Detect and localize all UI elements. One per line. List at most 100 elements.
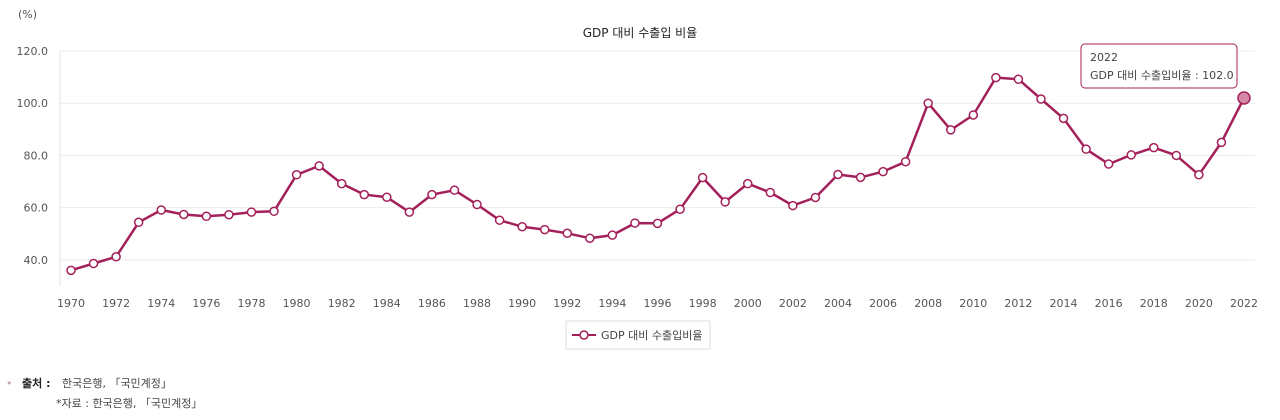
x-axis: 1970 1972 1974 1976 1978 1980 1982 1984 1986 1988…: [57, 297, 1258, 310]
data-point[interactable]: [539, 224, 550, 235]
x-tick-label: 2020: [1185, 297, 1213, 310]
tooltip-year: 2022: [1090, 51, 1118, 64]
legend-label: GDP 대비 수출입비율: [601, 329, 702, 342]
data-point[interactable]: [946, 125, 956, 135]
x-tick-label: 1980: [283, 297, 311, 310]
data-point[interactable]: [314, 161, 324, 171]
data-point[interactable]: [246, 207, 257, 217]
y-tick-label: 60.0: [24, 202, 49, 215]
data-point[interactable]: [179, 209, 189, 220]
data-point[interactable]: [111, 252, 121, 262]
data-point[interactable]: [630, 218, 640, 228]
source-note: *자료 : 한국은행, 「국민계정」: [56, 397, 203, 410]
data-point[interactable]: [1194, 170, 1204, 180]
data-point[interactable]: [900, 156, 911, 167]
data-point[interactable]: [923, 98, 933, 108]
data-point[interactable]: [833, 169, 843, 180]
data-point[interactable]: [765, 187, 776, 198]
x-tick-label: 1978: [237, 297, 265, 310]
x-tick-label: 1984: [373, 297, 401, 310]
data-point[interactable]: [562, 228, 573, 239]
data-point[interactable]: [1103, 159, 1114, 169]
data-point[interactable]: [224, 209, 234, 220]
data-point[interactable]: [652, 218, 663, 229]
data-point[interactable]: [404, 207, 415, 217]
x-tick-label: 1998: [689, 297, 717, 310]
data-point[interactable]: [449, 185, 460, 195]
x-tick-label: 2008: [914, 297, 942, 310]
y-tick-label: 40.0: [24, 254, 49, 267]
data-point[interactable]: [1126, 150, 1136, 160]
data-point[interactable]: [517, 221, 527, 232]
data-point[interactable]: [855, 172, 866, 183]
x-tick-label: 1972: [102, 297, 130, 310]
data-point[interactable]: [291, 170, 302, 180]
y-tick-label: 100.0: [17, 97, 49, 110]
x-tick-label: 2010: [959, 297, 987, 310]
chart-title: GDP 대비 수출입 비율: [583, 26, 698, 40]
data-point[interactable]: [359, 189, 369, 200]
data-point[interactable]: [742, 178, 753, 189]
data-point[interactable]: [1149, 142, 1159, 153]
series-line: [70, 76, 1246, 272]
y-unit-label: (%): [18, 8, 37, 21]
data-point[interactable]: [382, 192, 392, 202]
data-point[interactable]: [66, 265, 76, 276]
chart: (%) GDP 대비 수출입 비율 120.0 100.0 80.0 60.0 40.0…: [17, 8, 1258, 350]
data-point[interactable]: [336, 178, 347, 189]
x-tick-label: 2012: [1004, 297, 1032, 310]
data-point[interactable]: [991, 72, 1001, 83]
data-point[interactable]: [1013, 74, 1024, 84]
source-label: 출처 :: [22, 377, 51, 390]
data-point[interactable]: [201, 211, 212, 222]
x-tick-label: 1990: [508, 297, 536, 310]
source-text: 한국은행, 「국민계정」: [61, 377, 172, 390]
x-tick-label: 2006: [869, 297, 897, 310]
x-tick-label: 2014: [1050, 297, 1078, 310]
x-tick-label: 1992: [553, 297, 581, 310]
x-tick-label: 2022: [1230, 297, 1258, 310]
data-point[interactable]: [472, 199, 482, 210]
x-tick-label: 1970: [57, 297, 85, 310]
data-point[interactable]: [1081, 144, 1091, 154]
data-point[interactable]: [697, 172, 708, 183]
data-point[interactable]: [427, 189, 437, 200]
data-point[interactable]: [968, 110, 979, 120]
data-point[interactable]: [88, 258, 99, 269]
data-point[interactable]: [1216, 137, 1227, 148]
data-point[interactable]: [1171, 150, 1182, 161]
data-point[interactable]: [494, 215, 505, 225]
x-tick-label: 2004: [824, 297, 852, 310]
data-points[interactable]: [66, 72, 1251, 276]
x-tick-label: 2000: [734, 297, 762, 310]
data-point[interactable]: [1058, 113, 1069, 124]
data-point[interactable]: [720, 197, 730, 207]
data-point[interactable]: [1036, 94, 1046, 104]
data-point[interactable]: [675, 204, 685, 214]
data-point[interactable]: [1237, 91, 1251, 105]
gridlines: [59, 50, 1255, 286]
bullet-icon: •: [6, 377, 13, 390]
data-point[interactable]: [133, 217, 144, 228]
x-tick-label: 1996: [644, 297, 672, 310]
data-point[interactable]: [878, 166, 888, 177]
data-point[interactable]: [607, 230, 618, 240]
data-point[interactable]: [788, 200, 798, 211]
x-tick-label: 1976: [192, 297, 220, 310]
x-tick-label: 1986: [418, 297, 446, 310]
x-tick-label: 2016: [1095, 297, 1123, 310]
legend[interactable]: GDP 대비 수출입비율: [565, 320, 711, 350]
legend-marker-icon: [579, 330, 589, 340]
data-point[interactable]: [810, 192, 821, 203]
x-tick-label: 2002: [779, 297, 807, 310]
tooltip-box: [1080, 43, 1238, 89]
source-block: • 출처 : 한국은행, 「국민계정」 *자료 : 한국은행, 「국민계정」: [6, 374, 202, 414]
data-point[interactable]: [269, 206, 279, 217]
tooltip: 2022 GDP 대비 수출입비율 : 102.0: [1080, 43, 1238, 89]
data-point[interactable]: [156, 205, 166, 215]
x-tick-label: 1974: [147, 297, 175, 310]
y-tick-label: 80.0: [24, 149, 49, 162]
data-point[interactable]: [585, 233, 595, 243]
series-line-group: [70, 76, 1246, 272]
x-tick-label: 1994: [598, 297, 626, 310]
